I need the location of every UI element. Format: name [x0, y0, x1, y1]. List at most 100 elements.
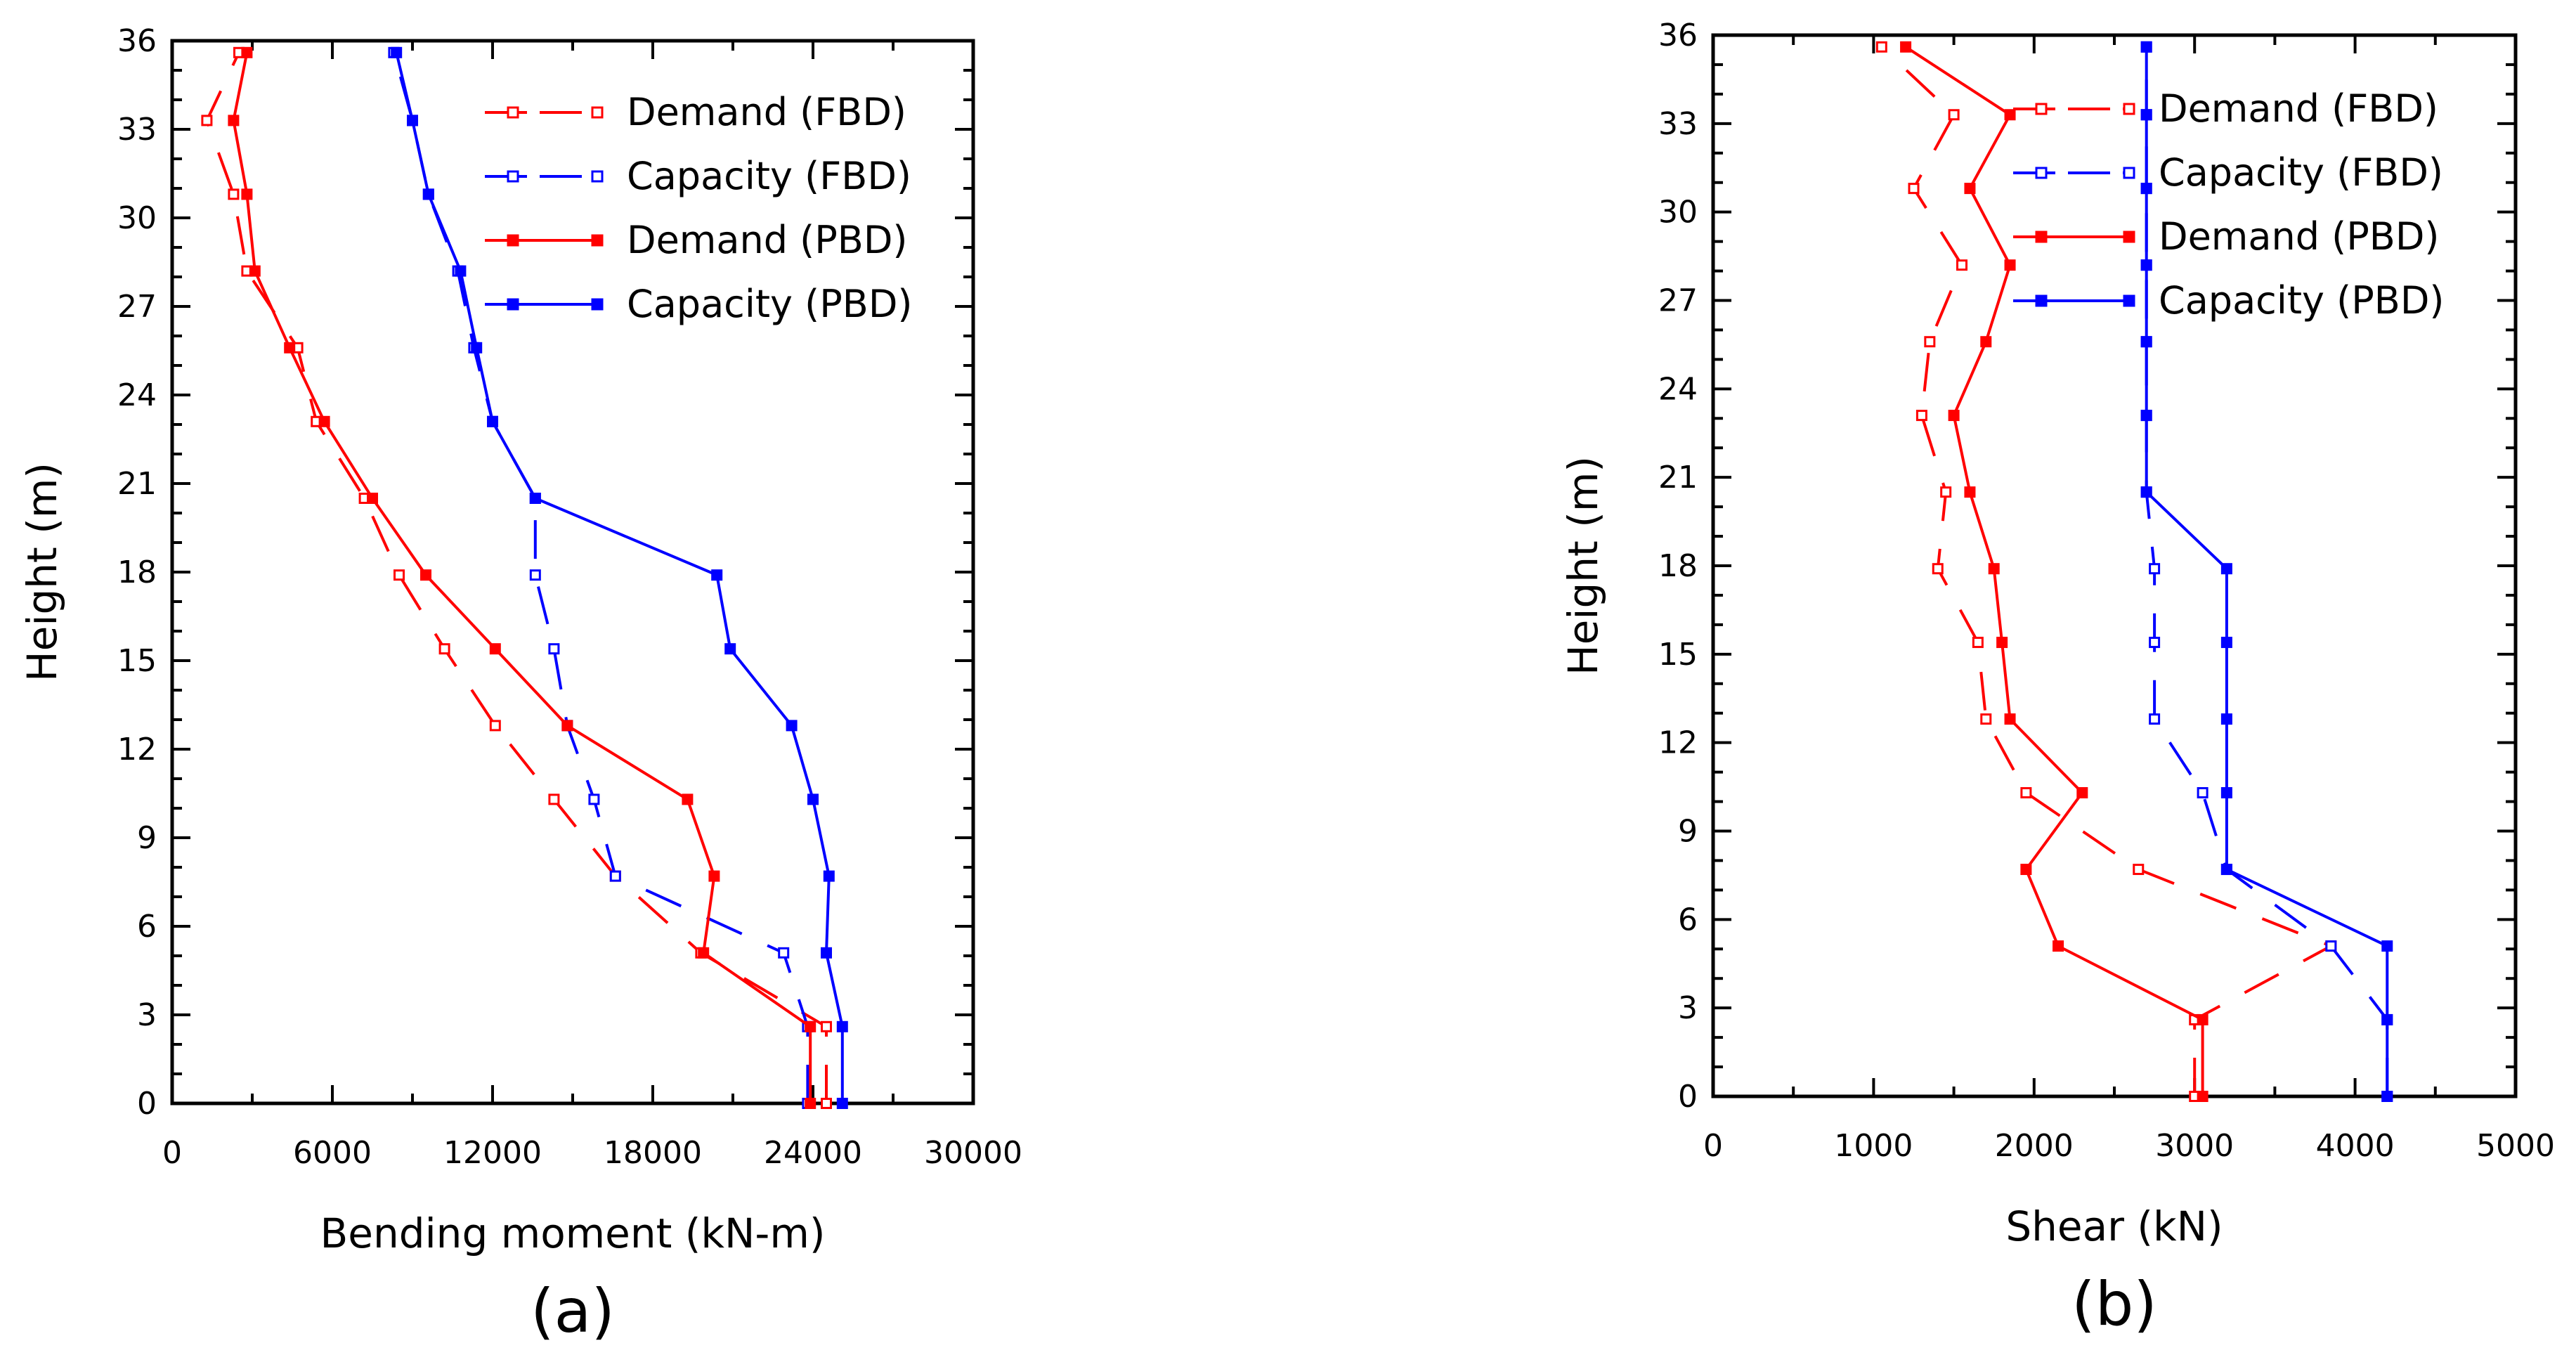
y-tick-label: 36 [117, 23, 157, 59]
x-tick-label: 0 [162, 1135, 182, 1171]
data-point-marker [201, 115, 213, 127]
y-tick-label: 30 [1658, 195, 1698, 231]
series-line [392, 52, 809, 1103]
data-point-marker [1948, 410, 1960, 422]
legend-label: Demand (PBD) [2159, 214, 2440, 259]
legend-entry: Demand (PBD) [485, 218, 908, 262]
data-point-marker [2076, 786, 2088, 798]
data-point-marker [2381, 940, 2393, 952]
data-point-marker [2197, 1091, 2209, 1102]
data-point-marker [2020, 786, 2032, 798]
y-axis-title: Height (m) [18, 462, 66, 682]
legend-entry: Capacity (PBD) [485, 282, 912, 326]
data-point-marker [2053, 940, 2064, 952]
x-tick-label: 4000 [2316, 1128, 2395, 1164]
y-tick-label: 36 [1658, 18, 1698, 53]
legend-swatch-marker [591, 106, 604, 119]
data-point-marker [2197, 786, 2209, 798]
data-point-marker [2140, 259, 2152, 271]
series-line [1880, 46, 2333, 1096]
data-point-marker [805, 1098, 817, 1109]
x-tick-label: 1000 [1834, 1128, 1913, 1164]
x-tick-label: 30000 [924, 1135, 1022, 1171]
legend-swatch-marker [2123, 167, 2135, 179]
data-point-marker [318, 415, 330, 427]
legend-swatch-marker [2123, 294, 2135, 307]
data-point-marker [821, 1020, 832, 1032]
y-tick-label: 12 [1658, 725, 1698, 761]
series-line [232, 52, 812, 1103]
data-point-marker [836, 1098, 848, 1109]
legend-entry: Demand (FBD) [2013, 86, 2438, 131]
legend-swatch-marker [2123, 231, 2135, 243]
x-tick-label: 0 [1703, 1128, 1723, 1164]
legend-swatch-marker [2035, 294, 2048, 307]
data-point-marker [588, 793, 600, 805]
data-point-marker [2020, 864, 2032, 876]
y-tick-label: 33 [1658, 106, 1698, 142]
data-point-marker [1964, 486, 1976, 498]
data-point-marker [786, 720, 798, 732]
data-point-marker [1875, 41, 1887, 53]
y-tick-label: 24 [117, 377, 157, 413]
legend-swatch-marker [591, 298, 604, 311]
panel-label: (a) [531, 1276, 615, 1347]
x-tick-label: 3000 [2155, 1128, 2234, 1164]
legend-label: Capacity (PBD) [2159, 278, 2444, 323]
data-point-marker [2140, 410, 2152, 422]
legend-label: Demand (FBD) [627, 90, 906, 134]
y-tick-label: 3 [1678, 990, 1698, 1026]
y-tick-label: 9 [137, 820, 157, 856]
x-tick-label: 6000 [293, 1135, 372, 1171]
data-point-marker [489, 720, 501, 732]
y-tick-label: 0 [137, 1086, 157, 1122]
data-point-marker [1908, 183, 1920, 195]
data-point-marker [2004, 713, 2016, 725]
series-line [395, 52, 844, 1103]
data-point-marker [609, 870, 621, 882]
data-point-marker [1964, 183, 1976, 195]
series-capacity-fbd [2140, 41, 2393, 1102]
legend-entry: Demand (PBD) [2013, 214, 2440, 259]
data-point-marker [422, 188, 434, 200]
x-axis-title: Bending moment (kN-m) [320, 1210, 826, 1257]
legend-entry: Capacity (FBD) [2013, 150, 2443, 195]
data-point-marker [807, 793, 819, 805]
data-point-marker [471, 342, 483, 354]
data-point-marker [489, 643, 501, 655]
legend-label: Capacity (FBD) [627, 154, 911, 198]
data-point-marker [548, 793, 560, 805]
legend-swatch-marker [591, 234, 604, 247]
data-point-marker [2140, 41, 2152, 53]
data-point-marker [821, 947, 832, 959]
data-point-marker [241, 188, 253, 200]
data-point-marker [724, 643, 736, 655]
y-tick-label: 21 [1658, 460, 1698, 495]
data-point-marker [1915, 410, 1927, 422]
data-point-marker [529, 569, 541, 581]
y-tick-label: 15 [117, 643, 157, 679]
data-point-marker [823, 870, 835, 882]
data-point-marker [2325, 940, 2337, 952]
legend-swatch-marker [2123, 103, 2135, 115]
y-tick-label: 6 [137, 909, 157, 945]
data-point-marker [778, 947, 790, 959]
legend-label: Capacity (FBD) [2159, 150, 2443, 195]
legend-swatch-marker [2035, 231, 2048, 243]
legend-swatch-marker [507, 170, 519, 183]
legend-entry: Capacity (FBD) [485, 154, 911, 198]
series-capacity-pbd [2140, 41, 2393, 1102]
y-tick-label: 12 [117, 732, 157, 767]
series-capacity-fbd [388, 46, 814, 1109]
series-line [2145, 46, 2389, 1096]
data-point-marker [2133, 864, 2145, 876]
y-tick-label: 6 [1678, 902, 1698, 938]
plot-frame [170, 39, 975, 1106]
data-point-marker [455, 265, 467, 277]
y-tick-label: 27 [1658, 283, 1698, 319]
data-point-marker [2140, 336, 2152, 348]
data-point-marker [548, 643, 560, 655]
legend-swatch-marker [507, 298, 519, 311]
